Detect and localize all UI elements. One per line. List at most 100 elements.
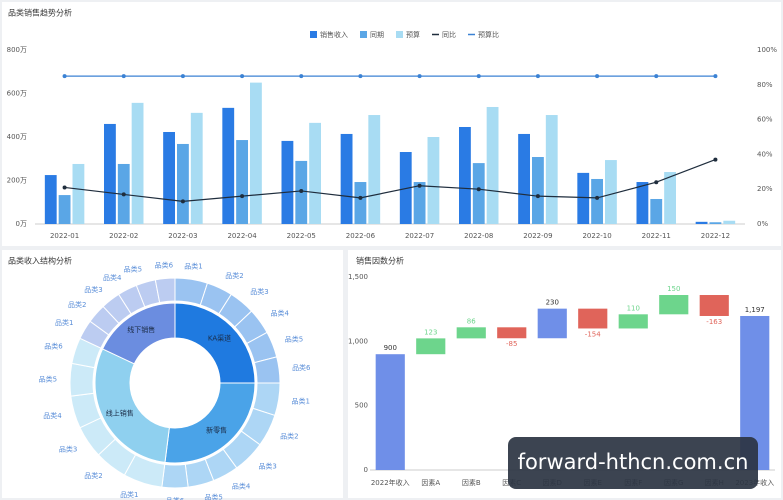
sunburst-outer — [69, 362, 96, 397]
panel-title: 品类收入结构分析 — [8, 256, 72, 266]
value-label: 230 — [546, 299, 559, 307]
outer-label: 品类5 — [204, 492, 222, 500]
legend-label: 同期 — [370, 31, 384, 39]
bar — [636, 182, 649, 224]
outer-label: 品类3 — [258, 461, 276, 470]
outer-label: 品类2 — [68, 300, 86, 309]
line-point — [180, 199, 185, 204]
y-tick-label: 0 — [364, 466, 368, 474]
bar — [456, 327, 486, 339]
value-label: -85 — [506, 340, 517, 348]
outer-label: 品类2 — [225, 271, 243, 280]
inner-label: 线上销售 — [106, 408, 134, 417]
x-tick-label: 2022-06 — [346, 232, 376, 240]
x-tick-label: 2022-01 — [50, 232, 79, 240]
y-tick-label: 0万 — [16, 220, 27, 228]
outer-label: 品类4 — [232, 481, 251, 490]
legend-item: 预算比 — [468, 30, 499, 39]
bar — [427, 137, 440, 224]
panel-title: 品类销售趋势分析 — [8, 8, 72, 18]
bar — [650, 198, 663, 224]
line-point — [535, 74, 540, 79]
sunburst-inner — [164, 382, 256, 464]
bar — [709, 222, 722, 224]
outer-label: 品类5 — [285, 335, 303, 344]
sunburst-inner — [94, 348, 170, 463]
outer-label: 品类4 — [270, 309, 289, 318]
bar — [177, 143, 189, 224]
outer-label: 品类4 — [103, 273, 122, 282]
sunburst-outer — [154, 277, 176, 304]
y2-tick-label: 0% — [757, 220, 768, 228]
outer-label: 品类1 — [55, 318, 73, 327]
bar — [459, 126, 471, 224]
line-point — [299, 188, 304, 193]
legend-label: 销售收入 — [320, 30, 348, 39]
outer-label: 品类3 — [84, 285, 102, 294]
bar — [354, 182, 367, 224]
watermark: forward-hthcn.com.cn — [518, 450, 749, 474]
bar — [163, 131, 175, 224]
outer-label: 品类5 — [124, 265, 142, 274]
outer-label: 品类6 — [166, 496, 185, 500]
bar — [486, 106, 499, 224]
bar — [281, 140, 294, 224]
outer-label: 品类6 — [44, 342, 63, 351]
bar — [532, 157, 544, 224]
outer-label: 品类4 — [43, 411, 62, 420]
y-tick-label: 800万 — [7, 46, 27, 54]
bar — [537, 308, 567, 339]
y2-tick-label: 80% — [757, 81, 773, 89]
value-label: 110 — [627, 304, 640, 312]
watermark-box — [508, 437, 758, 489]
bar — [58, 195, 71, 224]
bar — [340, 133, 353, 224]
value-label: -154 — [585, 330, 601, 338]
bar — [518, 133, 530, 224]
y-tick-label: 600万 — [7, 90, 27, 98]
outer-label: 品类3 — [250, 287, 268, 296]
outer-label: 品类6 — [155, 261, 174, 270]
bar — [416, 338, 446, 355]
line-point — [240, 74, 245, 79]
value-label: 86 — [467, 317, 476, 325]
value-label: 1,197 — [745, 306, 765, 314]
bar — [577, 172, 590, 224]
bar — [190, 112, 203, 224]
line-point — [299, 74, 304, 79]
x-tick-label: 因素A — [421, 478, 440, 487]
x-tick-label: 2022-05 — [287, 232, 316, 240]
line-point — [358, 74, 363, 79]
x-tick-label: 2022-10 — [582, 232, 611, 240]
value-label: 150 — [667, 285, 680, 293]
y-tick-label: 200万 — [7, 177, 27, 185]
legend-item: 销售收入 — [310, 30, 348, 39]
x-tick-label: 2022-04 — [227, 232, 257, 240]
x-tick-label: 2022-08 — [464, 232, 493, 240]
x-tick-label: 2022-07 — [405, 232, 434, 240]
outer-label: 品类1 — [184, 261, 202, 270]
legend-item: 同期 — [360, 31, 384, 39]
value-label: 123 — [424, 328, 437, 336]
bar — [591, 178, 603, 224]
value-label: -163 — [706, 318, 722, 326]
bar — [578, 308, 608, 329]
bar — [104, 123, 116, 224]
line-point — [417, 74, 422, 79]
line-point — [476, 187, 481, 192]
bar — [545, 115, 558, 224]
line-point — [595, 195, 600, 200]
legend-swatch — [360, 31, 367, 38]
bar — [309, 122, 321, 224]
x-tick-label: 2022年收入 — [371, 478, 410, 487]
line — [64, 159, 716, 202]
line-point — [417, 183, 422, 188]
line-point — [121, 192, 126, 197]
bar — [131, 102, 144, 224]
y2-tick-label: 60% — [757, 116, 773, 124]
line-point — [358, 195, 363, 200]
x-tick-label: 2022-11 — [642, 232, 671, 240]
bar — [368, 115, 381, 224]
bar — [605, 160, 617, 224]
value-label: 900 — [384, 344, 397, 352]
